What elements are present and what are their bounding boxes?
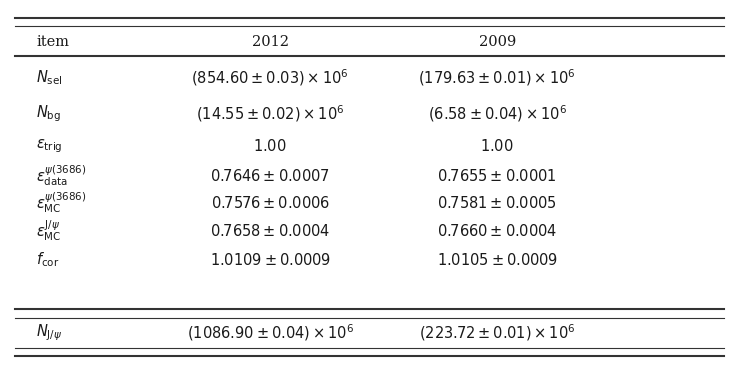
Text: 2012: 2012 [252, 35, 289, 49]
Text: $N_{\mathrm{sel}}$: $N_{\mathrm{sel}}$ [36, 69, 63, 87]
Text: $\epsilon_{\mathrm{MC}}^{\psi(3686)}$: $\epsilon_{\mathrm{MC}}^{\psi(3686)}$ [36, 191, 86, 215]
Text: $(6.58\pm0.04)\times10^{6}$: $(6.58\pm0.04)\times10^{6}$ [428, 104, 567, 124]
Text: $0.7581\pm0.0005$: $0.7581\pm0.0005$ [437, 195, 557, 211]
Text: $1.00$: $1.00$ [480, 138, 514, 154]
Text: item: item [36, 35, 69, 49]
Text: $(854.60\pm0.03)\times10^{6}$: $(854.60\pm0.03)\times10^{6}$ [191, 68, 349, 88]
Text: $(179.63\pm0.01)\times10^{6}$: $(179.63\pm0.01)\times10^{6}$ [418, 68, 576, 88]
Text: $f_{\mathrm{cor}}$: $f_{\mathrm{cor}}$ [36, 250, 59, 269]
Text: $(223.72\pm0.01)\times10^{6}$: $(223.72\pm0.01)\times10^{6}$ [419, 322, 576, 343]
Text: $1.0105\pm0.0009$: $1.0105\pm0.0009$ [437, 252, 558, 268]
Text: $0.7658\pm0.0004$: $0.7658\pm0.0004$ [210, 223, 330, 239]
Text: $0.7576\pm0.0006$: $0.7576\pm0.0006$ [211, 195, 330, 211]
Text: $0.7660\pm0.0004$: $0.7660\pm0.0004$ [437, 223, 557, 239]
Text: $(1086.90\pm0.04)\times10^{6}$: $(1086.90\pm0.04)\times10^{6}$ [187, 322, 354, 343]
Text: $N_{\mathrm{J}/\psi}$: $N_{\mathrm{J}/\psi}$ [36, 322, 62, 343]
Text: $0.7655\pm0.0001$: $0.7655\pm0.0001$ [437, 168, 557, 184]
Text: 2009: 2009 [479, 35, 516, 49]
Text: $(14.55\pm0.02)\times10^{6}$: $(14.55\pm0.02)\times10^{6}$ [196, 104, 344, 124]
Text: $N_{\mathrm{bg}}$: $N_{\mathrm{bg}}$ [36, 104, 61, 124]
Text: $\epsilon_{\mathrm{MC}}^{\mathrm{J}/\psi}$: $\epsilon_{\mathrm{MC}}^{\mathrm{J}/\psi… [36, 218, 61, 243]
Text: $\epsilon_{\mathrm{data}}^{\psi(3686)}$: $\epsilon_{\mathrm{data}}^{\psi(3686)}$ [36, 163, 86, 188]
Text: $\epsilon_{\mathrm{trig}}$: $\epsilon_{\mathrm{trig}}$ [36, 138, 63, 155]
Text: $1.0109\pm0.0009$: $1.0109\pm0.0009$ [210, 252, 331, 268]
Text: $1.00$: $1.00$ [253, 138, 287, 154]
Text: $0.7646\pm0.0007$: $0.7646\pm0.0007$ [210, 168, 330, 184]
